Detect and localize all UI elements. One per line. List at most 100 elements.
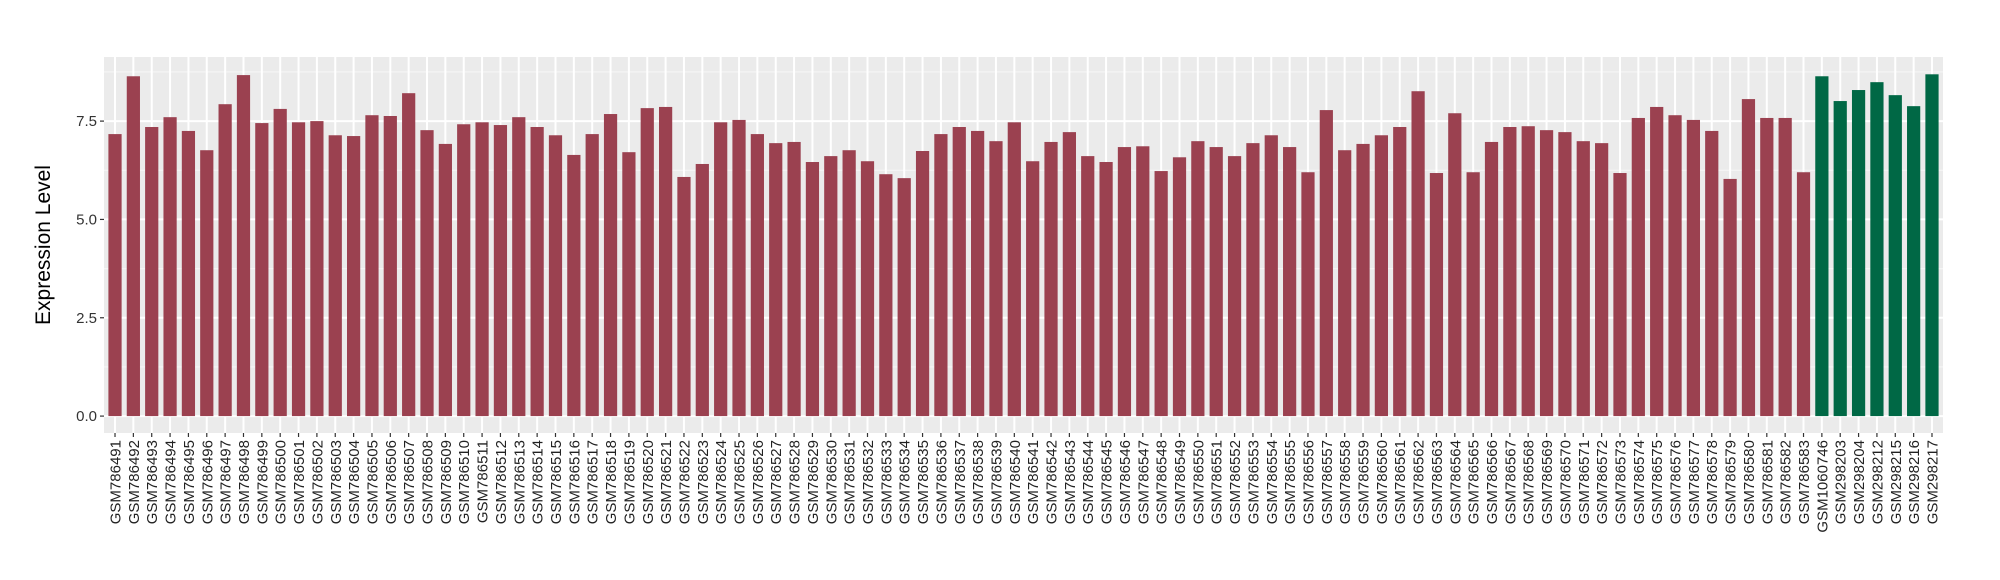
x-tick-label: GSM786532: [860, 440, 877, 524]
x-tick-label: GSM786538: [970, 440, 987, 524]
x-tick-label: GSM786539: [988, 440, 1005, 524]
bar-GSM786495: [181, 130, 196, 417]
x-tick-label: GSM786529: [805, 440, 822, 524]
bar-GSM786578: [1705, 130, 1719, 417]
bar-GSM786540: [1007, 122, 1021, 417]
x-tick-label: GSM786570: [1557, 440, 1574, 524]
bar-GSM786531: [842, 150, 856, 417]
x-tick-label: GSM786560: [1374, 440, 1391, 524]
y-tick-label: 7.5: [76, 113, 97, 130]
y-tick-label: 2.5: [76, 310, 97, 327]
x-tick-label: GSM298215: [1888, 440, 1905, 524]
x-tick-label: GSM786531: [842, 440, 859, 524]
bar-GSM786548: [1154, 171, 1168, 417]
x-tick-label: GSM786568: [1521, 440, 1538, 524]
bar-GSM786491: [108, 134, 122, 417]
x-tick-label: GSM786578: [1704, 440, 1721, 524]
bar-GSM1060746: [1815, 76, 1829, 417]
bar-GSM786507: [402, 93, 416, 417]
x-tick-label: GSM786565: [1466, 440, 1483, 524]
x-tick-label: GSM786582: [1778, 440, 1795, 524]
x-tick-label: GSM786504: [346, 440, 363, 524]
x-tick-label: GSM786525: [732, 440, 749, 524]
x-tick-label: GSM786495: [181, 440, 198, 524]
x-tick-label: GSM786542: [1044, 440, 1061, 524]
bar-GSM786516: [567, 154, 581, 417]
x-tick-label: GSM786547: [1135, 440, 1152, 524]
bar-GSM786561: [1393, 127, 1407, 417]
bar-GSM786514: [530, 127, 544, 417]
bar-GSM786526: [750, 134, 764, 417]
bar-GSM786576: [1668, 115, 1682, 417]
bar-GSM786537: [952, 127, 966, 417]
x-tick-label: GSM786563: [1429, 440, 1446, 524]
bar-GSM786582: [1778, 117, 1792, 417]
bar-GSM786504: [346, 136, 361, 417]
x-tick-label: GSM786509: [438, 440, 455, 524]
bar-GSM786560: [1374, 135, 1388, 417]
x-axis: GSM786491 GSM786492 GSM786493 GSM786494 GSM7…: [108, 433, 1941, 533]
x-tick-label: GSM786576: [1668, 440, 1685, 524]
bar-GSM786523: [695, 163, 709, 417]
bar-GSM786500: [273, 108, 287, 417]
x-tick-label: GSM786501: [291, 440, 308, 524]
bar-GSM786506: [383, 115, 397, 417]
bar-GSM786564: [1448, 113, 1462, 417]
bar-GSM786517: [585, 134, 599, 417]
bar-GSM786503: [328, 135, 342, 417]
x-tick-label: GSM786514: [530, 440, 547, 524]
x-tick-label: GSM786498: [236, 440, 253, 524]
bar-GSM786535: [915, 151, 930, 417]
bar-GSM786518: [603, 114, 618, 417]
x-tick-label: GSM298217: [1924, 440, 1941, 524]
bar-GSM786574: [1631, 117, 1645, 417]
bar-GSM786539: [989, 141, 1003, 417]
x-tick-label: GSM786493: [144, 440, 161, 524]
bar-GSM786544: [1081, 156, 1095, 417]
bar-GSM786534: [897, 178, 911, 417]
bar-GSM786556: [1301, 172, 1315, 417]
x-tick-label: GSM786517: [585, 440, 602, 524]
bar-GSM786551: [1209, 147, 1223, 417]
x-tick-label: GSM786534: [897, 440, 914, 524]
x-tick-label: GSM786543: [1062, 440, 1079, 524]
x-tick-label: GSM786552: [1227, 440, 1244, 524]
x-tick-label: GSM786494: [163, 440, 180, 524]
bar-GSM786570: [1558, 132, 1572, 417]
x-tick-label: GSM786518: [603, 440, 620, 524]
x-tick-label: GSM786567: [1502, 440, 1519, 524]
x-tick-label: GSM786500: [273, 440, 290, 524]
bar-GSM786549: [1172, 157, 1187, 417]
bar-GSM786580: [1741, 99, 1756, 417]
bar-GSM786498: [236, 75, 251, 417]
bar-GSM786528: [787, 141, 801, 417]
bar-GSM786519: [622, 152, 636, 417]
bar-GSM786575: [1650, 106, 1664, 417]
bar-GSM786509: [438, 143, 452, 417]
x-tick-label: GSM786580: [1741, 440, 1758, 524]
bar-GSM786527: [769, 143, 783, 417]
bar-GSM786492: [126, 76, 140, 417]
x-tick-label: GSM786535: [915, 440, 932, 524]
bar-GSM786530: [824, 156, 838, 417]
x-tick-label: GSM786553: [1245, 440, 1262, 524]
bars: [108, 74, 1939, 417]
x-tick-label: GSM786579: [1723, 440, 1740, 524]
x-tick-label: GSM786581: [1759, 440, 1776, 524]
bar-GSM786555: [1283, 147, 1297, 417]
x-tick-label: GSM786512: [493, 440, 510, 524]
x-tick-label: GSM786520: [640, 440, 657, 524]
x-tick-label: GSM786575: [1649, 440, 1666, 524]
bar-GSM786538: [971, 130, 985, 417]
bar-GSM786550: [1191, 141, 1205, 417]
x-tick-label: GSM786571: [1576, 440, 1593, 524]
x-tick-label: GSM298204: [1851, 440, 1868, 524]
y-tick-label: 0.0: [76, 408, 97, 425]
x-tick-label: GSM786566: [1484, 440, 1501, 524]
bar-GSM786543: [1062, 132, 1076, 417]
bar-GSM786571: [1576, 141, 1590, 417]
x-tick-label: GSM786505: [364, 440, 381, 524]
x-tick-label: GSM786521: [658, 440, 675, 524]
x-tick-label: GSM786523: [695, 440, 712, 524]
